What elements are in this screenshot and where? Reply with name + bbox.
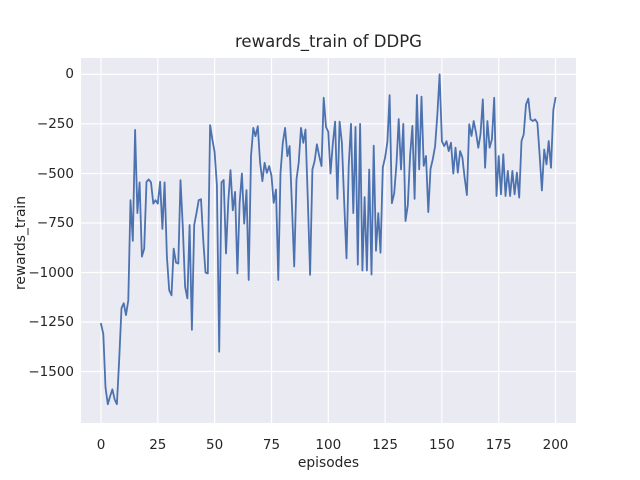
x-tick-label: 75: [262, 437, 281, 453]
x-tick-label: 0: [96, 437, 106, 453]
y-tick-label: −1000: [28, 264, 74, 281]
y-tick-label: −750: [36, 215, 74, 231]
y-tick-label: −250: [36, 115, 74, 132]
y-tick-label: −1500: [28, 363, 74, 380]
y-tick-label: 0: [65, 66, 74, 83]
y-tick-label: −1250: [28, 314, 74, 330]
y-axis-label: rewards_train: [13, 196, 29, 290]
x-tick-label: 175: [485, 437, 512, 453]
x-tick-label: 50: [206, 437, 224, 453]
x-tick-label: 25: [149, 437, 167, 453]
x-tick-label: 100: [315, 437, 342, 453]
y-tick-label: −500: [36, 165, 74, 182]
x-axis-label: episodes: [297, 455, 360, 471]
chart-title: rewards_train of DDPG: [235, 32, 422, 51]
x-tick-label: 125: [372, 437, 398, 453]
x-tick-label: 150: [429, 437, 455, 453]
x-tick-label: 200: [542, 437, 569, 453]
reward-series-line: [100, 73, 557, 406]
